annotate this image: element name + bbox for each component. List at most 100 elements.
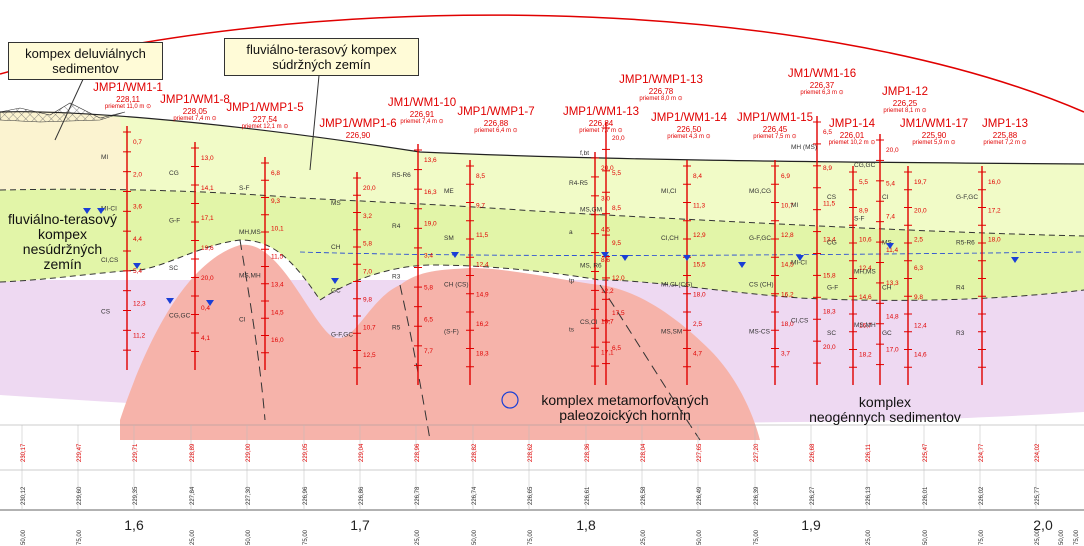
depth-value: 8,9: [823, 165, 832, 172]
soil-code: MI-CI: [101, 206, 117, 213]
depth-value: 13,0: [201, 155, 214, 162]
depth-value: 17,2: [988, 208, 1001, 215]
soil-code: CG: [827, 239, 837, 246]
soil-code: S-F: [239, 185, 250, 192]
soil-code: G-F,GC: [749, 235, 771, 242]
distance-value: 226,01: [923, 486, 929, 505]
depth-value: 4,5: [601, 226, 610, 233]
depth-value: 14,6: [859, 294, 872, 301]
depth-value: 3,4: [424, 253, 433, 260]
chainage-minor: 75,00: [77, 529, 83, 545]
elevation-value: 229,05: [303, 443, 309, 462]
chainage-major: 1,9: [801, 517, 821, 533]
distance-value: 226,78: [415, 486, 421, 505]
depth-value: 5,5: [612, 170, 621, 177]
distance-value: 226,74: [472, 486, 478, 505]
depth-value: 8,5: [476, 173, 485, 180]
metamorphic-zone: [120, 244, 760, 440]
distance-value: 226,96: [303, 486, 309, 505]
soil-code: MH (MS): [791, 144, 817, 151]
groundwater-icon: [133, 263, 141, 269]
borehole-projection: priemet 12,1 m ⊙: [241, 124, 289, 130]
depth-value: 9,3: [271, 198, 280, 205]
depth-value: 16,0: [271, 337, 284, 344]
groundwater-icon: [97, 208, 105, 214]
soil-code: CI,CS: [791, 317, 809, 324]
depth-value: 3,7: [781, 350, 790, 357]
depth-value: 16,3: [424, 189, 437, 196]
soil-code: (S-F): [444, 328, 459, 335]
borehole-label: JMP1-13 225,88 priemet 7,2 m ⊙: [982, 118, 1028, 147]
soil-code: R4: [956, 285, 965, 292]
borehole-elevation: 225,90: [921, 131, 947, 140]
borehole-elevation: 226,91: [409, 110, 435, 119]
borehole-elevation: 227,54: [252, 115, 278, 124]
borehole-elevation: 225,88: [992, 131, 1018, 140]
depth-value: 14,6: [914, 351, 927, 358]
soil-code: CI,CH: [661, 235, 679, 242]
soil-code: CG,GC: [169, 313, 191, 320]
groundwater-icon: [166, 298, 174, 304]
distance-value: 226,02: [979, 486, 985, 505]
depth-value: 14,1: [201, 185, 214, 192]
soil-code: CI: [882, 194, 889, 201]
soil-code: GC: [331, 288, 341, 295]
groundwater-icon: [1011, 257, 1019, 263]
elevation-value: 226,68: [810, 443, 816, 462]
soil-code: MS,MH: [854, 322, 876, 329]
borehole-label: JMP1/WM1-13 226,84 priemet 7,7 m ⊙: [563, 106, 639, 135]
borehole-name: JMP1/WMP1-7: [457, 106, 535, 118]
chainage-minor: 25,00: [866, 529, 872, 545]
borehole-label: JMP1-14 226,01 priemet 10,2 m ⊙: [829, 118, 876, 147]
depth-value: 16,7: [859, 323, 872, 330]
borehole-label: JMP1/WMP1-13 226,78 priemet 8,0 m ⊙: [619, 74, 703, 103]
chainage-minor: 50,00: [697, 529, 703, 545]
soil-code: R5-R6: [956, 239, 975, 246]
chainage-minor: 50,00: [21, 529, 27, 545]
borehole-name: JMP1/WM1-1: [93, 82, 163, 94]
depth-value: 9,7: [476, 203, 485, 210]
zone-metamorphic-label: komplex metamorfovaných paleozoických ho…: [541, 392, 709, 423]
depth-value: 5,5: [859, 179, 868, 186]
groundwater-icon: [206, 300, 214, 306]
depth-value: 17,1: [601, 349, 614, 356]
borehole-name: JMP1/WM1-14: [650, 112, 728, 124]
elevation-value: 229,00: [246, 443, 252, 462]
noncohesive-zone: [0, 189, 1084, 301]
soil-code: CS: [827, 194, 837, 201]
elevation-value: 229,47: [77, 443, 83, 462]
depth-value: 11,5: [823, 201, 836, 208]
elevation-value: 228,04: [641, 443, 647, 462]
depth-value: 16,2: [781, 291, 794, 298]
borehole-label: JMP1/WMP1-7 226,88 priemet 6,4 m ⊙: [457, 106, 534, 135]
depth-value: 8,4: [693, 173, 702, 180]
depth-value: 7,7: [424, 348, 433, 355]
soil-code: CS (CH): [749, 282, 774, 289]
chainage-major: 1,8: [576, 517, 596, 533]
distance-value: 226,13: [866, 486, 872, 505]
elevation-value: 228,96: [415, 443, 421, 462]
elevation-value: 227,20: [754, 443, 760, 462]
soil-code: MS: [882, 239, 892, 246]
distance-value: 226,86: [359, 486, 365, 505]
depth-value: 2,5: [914, 236, 923, 243]
deluvial-zone: [0, 111, 130, 190]
borehole-label: JMP1/WM1-1 228,11 priemet 11,0 m ⊙: [93, 82, 163, 111]
depth-value: 12,8: [781, 232, 794, 239]
depth-value: 16,2: [476, 321, 489, 328]
depth-value: 0,4: [201, 305, 210, 312]
soil-code: a: [569, 229, 573, 236]
depth-value: 14,8: [886, 313, 899, 320]
depth-value: 18,3: [476, 350, 489, 357]
depth-value: 20,0: [823, 344, 836, 351]
depth-value: 16,0: [988, 179, 1001, 186]
depth-value: 6,9: [781, 173, 790, 180]
chainage-minor: 75,00: [754, 529, 760, 545]
borehole-projection: priemet 8,0 m ⊙: [639, 96, 683, 102]
soil-code: R5: [392, 324, 401, 331]
depth-value: 20,0: [612, 135, 625, 142]
distance-value: 226,49: [697, 486, 703, 505]
depth-value: 2,5: [693, 321, 702, 328]
soil-code: MS, R6: [580, 263, 602, 270]
depth-value: 2,0: [133, 171, 142, 178]
